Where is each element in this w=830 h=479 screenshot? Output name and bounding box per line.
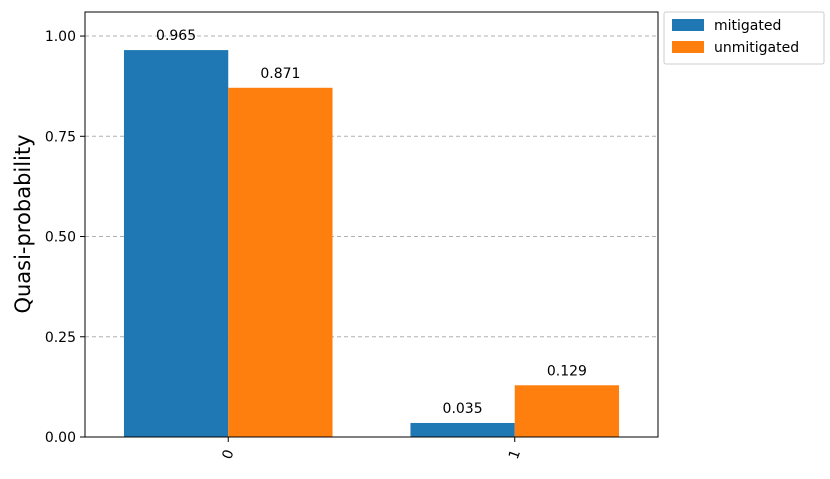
y-tick-label: 1.00 (45, 29, 76, 45)
y-tick-label: 0.25 (45, 330, 76, 346)
bar-mitigated-1 (410, 422, 515, 437)
data-label: 0.035 (443, 401, 483, 417)
data-label: 0.871 (260, 66, 300, 82)
x-tick-label: 1 (506, 448, 524, 462)
legend-swatch-unmitigated (672, 41, 704, 53)
legend: mitigated unmitigated (663, 11, 825, 65)
legend-label-unmitigated: unmitigated (714, 40, 799, 56)
data-labels: 0.965 0.871 0.035 0.129 (156, 28, 587, 417)
y-tick-label: 0.50 (45, 230, 76, 246)
gridlines (85, 35, 658, 338)
bar-mitigated-0 (123, 50, 229, 437)
data-label: 0.965 (156, 28, 196, 44)
y-tick-label: 0.75 (45, 129, 76, 145)
legend-swatch-mitigated (672, 19, 704, 31)
plot-frame (84, 11, 659, 438)
data-label: 0.129 (547, 363, 587, 379)
bars (123, 50, 620, 437)
bar-unmitigated-0 (228, 87, 333, 437)
bar-unmitigated-1 (514, 385, 620, 437)
legend-label-mitigated: mitigated (714, 18, 781, 34)
y-tick-label: 0.00 (45, 430, 76, 446)
y-axis-label: Quasi-probability (11, 134, 35, 313)
y-axis: 0.00 0.25 0.50 0.75 1.00 (45, 29, 85, 446)
x-tick-label: 0 (219, 448, 237, 462)
